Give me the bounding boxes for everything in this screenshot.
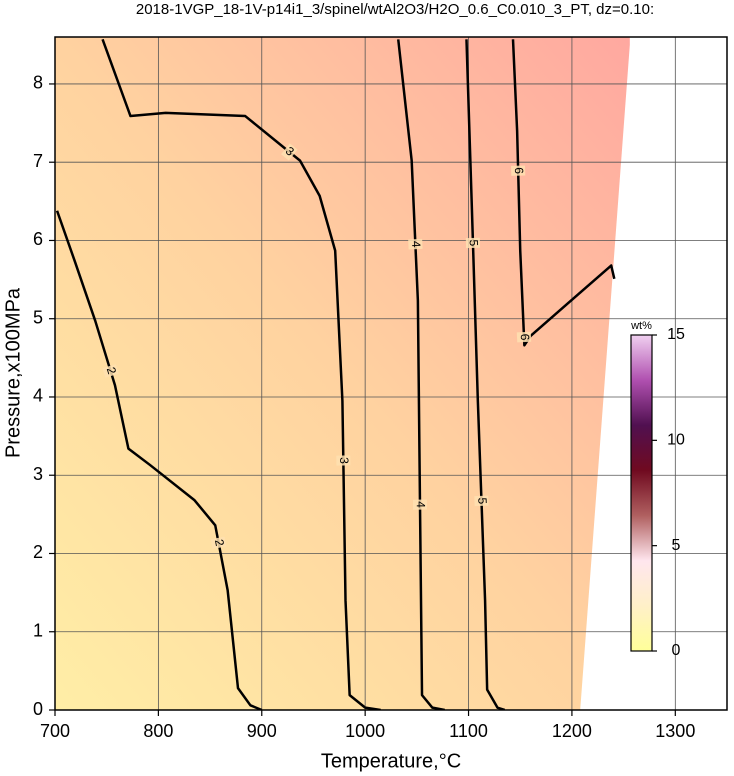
contour-label: 3	[337, 457, 351, 464]
x-tick-label: 900	[247, 721, 277, 741]
x-tick-label: 1200	[552, 721, 592, 741]
contour-label-bg	[102, 364, 119, 378]
contour-label: 5	[467, 239, 481, 246]
colorbar-label: wt%	[630, 320, 652, 332]
x-tick-label: 1300	[655, 721, 695, 741]
contour-label-bg	[516, 331, 532, 343]
contour-label-bg	[511, 165, 526, 176]
y-tick-label: 3	[33, 464, 43, 484]
y-tick-label: 4	[33, 386, 43, 406]
x-tick-label: 800	[143, 721, 173, 741]
field	[55, 37, 630, 710]
contour-label-bg	[281, 143, 298, 161]
y-tick-label: 1	[33, 620, 43, 640]
y-tick-label: 2	[33, 542, 43, 562]
x-axis-label: Temperature,°C	[321, 750, 461, 772]
contour-label-bg	[474, 495, 489, 507]
plot-frame	[54, 36, 728, 711]
y-tick-label: 7	[33, 151, 43, 171]
colorbar-tick-label: 0	[672, 642, 681, 659]
y-tick-label: 6	[33, 229, 43, 249]
chart-title: 2018-1VGP_18-1V-p14i1_3/spinel/wtAl2O3/H…	[136, 1, 654, 18]
colorbar-tick-label: 15	[667, 326, 685, 343]
contour-label: 4	[414, 501, 428, 508]
contour-line	[55, 210, 263, 710]
x-tick-label: 1100	[449, 721, 488, 741]
x-tick-label: 700	[40, 721, 70, 741]
contour-label-bg	[412, 499, 428, 510]
y-axis-label: Pressure,x100MPa	[2, 287, 24, 458]
colorbar: wt% 0 5 10 15	[630, 320, 685, 659]
contour-label: 6	[512, 167, 526, 174]
x-tick-label: 1000	[345, 721, 385, 741]
grid: 700 800 900 1000 1100 1200 1300 0 1 2 3 4 5 6 7 8	[33, 37, 727, 741]
y-tick-label: 8	[33, 73, 43, 93]
contour-label: 4	[409, 241, 423, 249]
contour-label-bg	[336, 455, 351, 466]
contour-line	[465, 39, 506, 710]
contour-label: 2	[104, 365, 119, 376]
colorbar-tick-label: 10	[667, 432, 685, 449]
contour-label-bg	[408, 238, 423, 250]
contour-label-bg	[210, 536, 227, 550]
y-tick-label: 0	[33, 699, 43, 719]
contour-label: 5	[475, 497, 489, 505]
data-field	[55, 37, 630, 710]
colorbar-tick-label: 5	[672, 537, 681, 554]
contour-line	[101, 38, 381, 710]
colorbar-scale	[630, 334, 653, 652]
contour-label-bg	[465, 237, 481, 249]
contour-label: 6	[518, 333, 532, 341]
contour-label: 2	[212, 538, 227, 548]
y-tick-label: 5	[33, 307, 43, 327]
